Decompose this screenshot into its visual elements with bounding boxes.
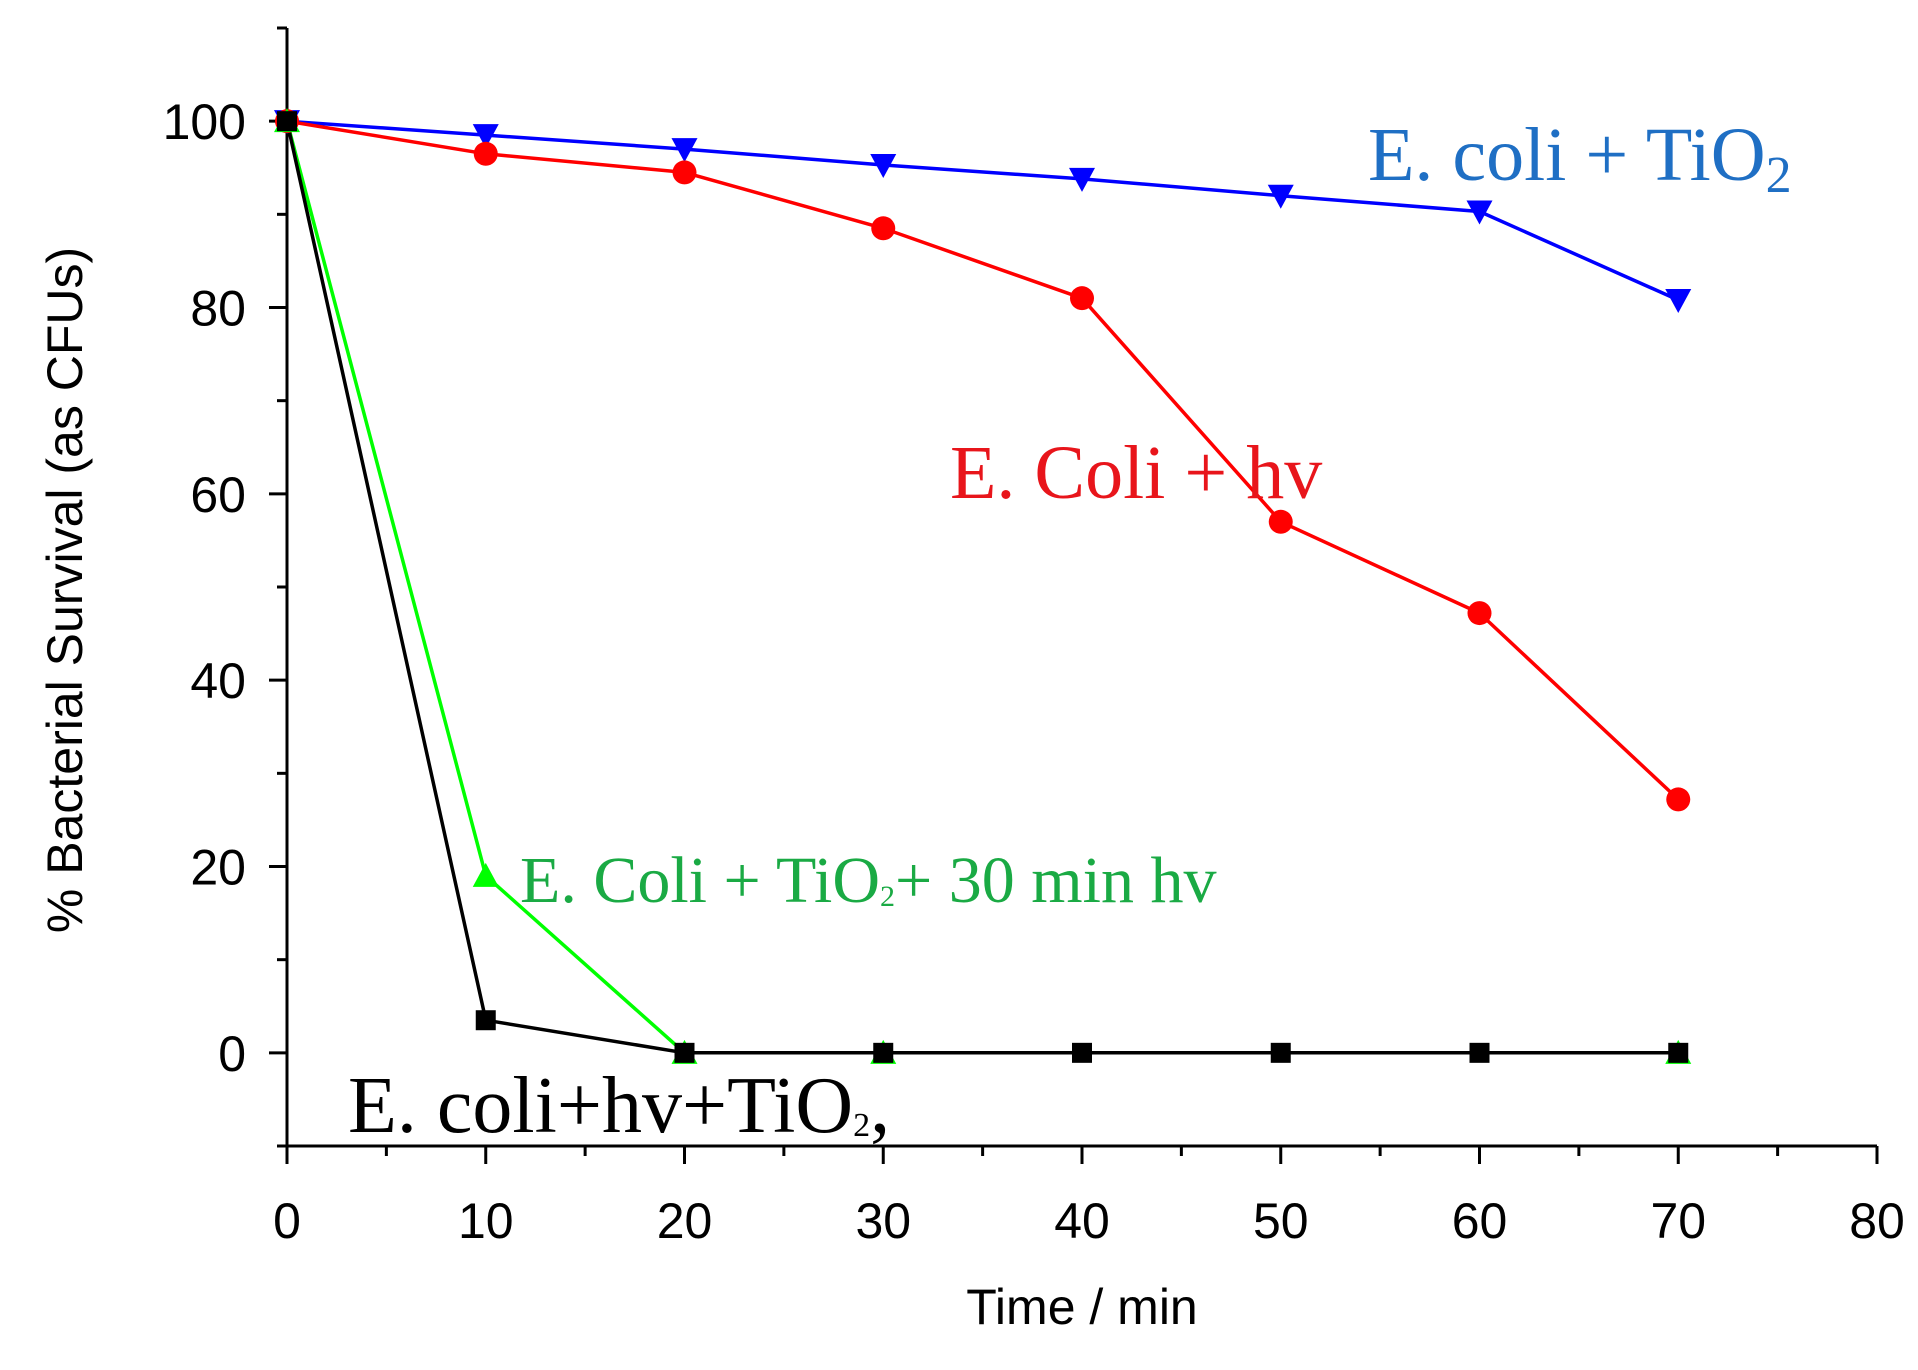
data-point-triangle-down [1665, 289, 1692, 314]
data-point-square [873, 1042, 894, 1063]
series-line-3 [285, 120, 1679, 1055]
y-tick-label: 0 [218, 1026, 246, 1082]
x-tick-label: 20 [657, 1193, 713, 1249]
x-tick-label: 80 [1849, 1193, 1905, 1249]
data-point-square [277, 111, 297, 132]
series-line-1 [286, 119, 1680, 801]
x-tick-label: 70 [1650, 1193, 1706, 1249]
ticks [269, 26, 1879, 1164]
series-markers [274, 108, 1692, 1064]
series-label-30min-sub: 2 [880, 880, 895, 913]
x-axis-title: Time / min [966, 1279, 1198, 1335]
data-point-triangle-down [1267, 184, 1294, 209]
data-point-square [1469, 1042, 1490, 1063]
series-label-ecoli-tio2-30min-hv: E. Coli + TiO2+ 30 min hv [520, 844, 1216, 917]
series-label-hv-tio2-sub: 2 [853, 1107, 870, 1144]
series-label-ecoli-tio2-sub: 2 [1766, 147, 1792, 204]
series-label-hv-tio2-tail: , [870, 1062, 890, 1150]
x-tick-label: 50 [1253, 1193, 1309, 1249]
data-point-circle [1070, 286, 1094, 311]
series-label-ecoli-hv: E. Coli + hv [950, 431, 1322, 515]
series-label-ecoli-tio2: E. coli + TiO2 [1368, 113, 1792, 204]
series-label-ecoli-hv-tio2: E. coli+hv+TiO2, [348, 1062, 890, 1150]
series-label-30min-tail: + 30 min hv [895, 844, 1216, 917]
series-label-ecoli-tio2-main: E. coli + TiO [1368, 113, 1766, 197]
data-point-triangle-down [1466, 200, 1493, 225]
data-point-triangle-down [1069, 167, 1095, 192]
x-tick-label: 10 [458, 1193, 514, 1249]
data-point-circle [672, 160, 697, 185]
y-tick-label: 60 [190, 467, 246, 523]
data-point-circle [1467, 601, 1492, 626]
data-point-square [1668, 1042, 1689, 1063]
data-point-triangle-down [472, 124, 499, 149]
y-tick-label: 80 [190, 281, 246, 337]
x-tick-label: 40 [1054, 1193, 1110, 1249]
data-point-triangle-down [671, 138, 698, 163]
data-point-triangle-up [472, 862, 499, 887]
series-label-hv-tio2-main: E. coli+hv+TiO [348, 1062, 853, 1150]
y-axis-title: % Bacterial Survival (as CFUs) [37, 247, 93, 933]
tick-labels: 0 10 20 30 40 50 60 70 80 0 20 40 60 80 100 [163, 94, 1905, 1249]
x-tick-label: 60 [1452, 1193, 1508, 1249]
data-point-circle [1666, 787, 1691, 812]
x-tick-label: 0 [273, 1193, 301, 1249]
y-tick-label: 20 [190, 840, 246, 896]
y-tick-label: 40 [190, 653, 246, 709]
series-line-0 [286, 119, 1680, 302]
series-label-30min-main: E. Coli + TiO [520, 844, 880, 917]
data-point-square [1072, 1042, 1092, 1063]
data-point-circle [871, 216, 896, 241]
data-point-triangle-down [870, 153, 897, 178]
data-point-square [475, 1010, 496, 1031]
data-point-circle [1268, 509, 1293, 534]
data-point-square [1270, 1042, 1291, 1063]
data-point-circle [473, 141, 498, 166]
data-point-square [674, 1042, 695, 1063]
y-tick-label: 100 [163, 94, 246, 150]
x-tick-label: 30 [855, 1193, 911, 1249]
